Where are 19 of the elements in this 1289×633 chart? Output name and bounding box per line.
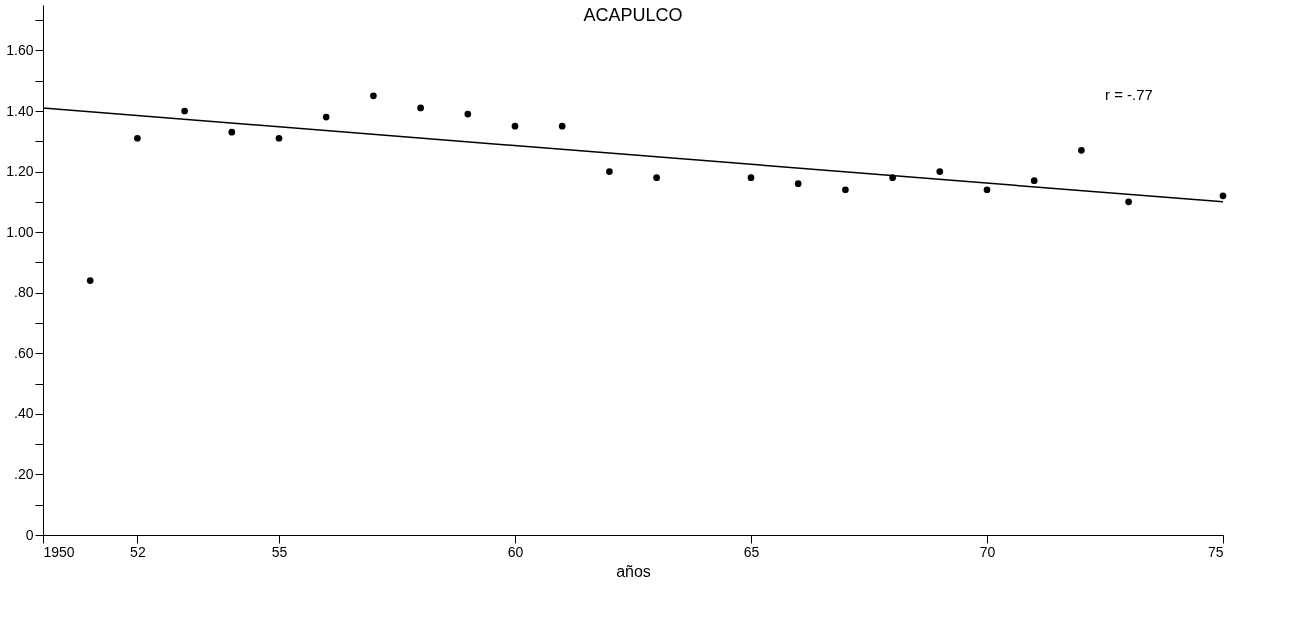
x-tick-label: 65 (743, 543, 760, 560)
x-tick-label: 52 (130, 543, 146, 560)
x-tick-label: 70 (979, 543, 996, 560)
x-tick-label: 75 (1207, 543, 1224, 560)
y-tick-label: 1.20 (6, 163, 34, 180)
y-tick-label: .60 (14, 344, 34, 361)
y-tick-label: .80 (14, 284, 34, 301)
y-tick-label: .40 (14, 405, 34, 422)
y-tick-label: .20 (14, 465, 34, 482)
x-tick-label: 60 (507, 543, 524, 560)
annotation: r = -.77 (1105, 86, 1153, 104)
chart-title: ACAPULCO (583, 5, 683, 25)
x-tick-label: 1950 (43, 543, 75, 560)
y-tick-label: 1.60 (6, 41, 34, 58)
y-tick-label: 1.40 (6, 102, 34, 119)
y-tick-label: 0 (25, 526, 34, 543)
y-tick-label: 1.00 (6, 223, 34, 240)
x-axis-title: años (616, 562, 651, 580)
x-tick-label: 55 (271, 543, 288, 560)
